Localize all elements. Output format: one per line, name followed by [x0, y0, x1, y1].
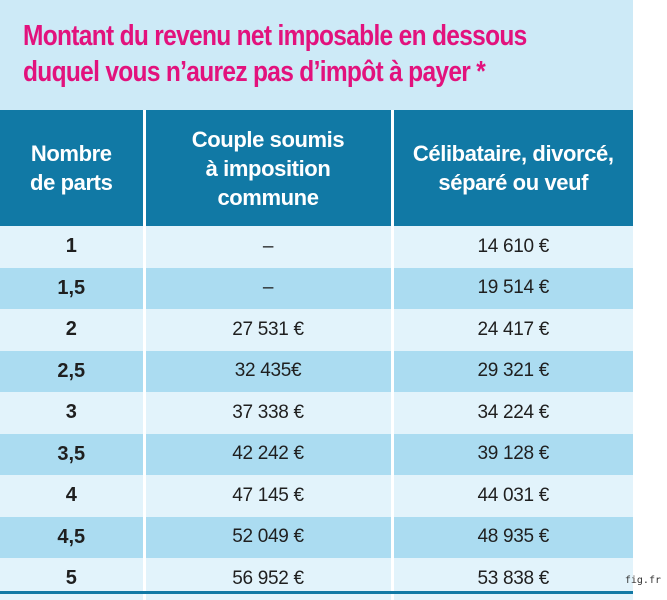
cell-parts: 1,5 [0, 267, 144, 309]
cell-single: 39 128 € [390, 433, 633, 475]
table-row: 1,5 – 19 514 € [0, 267, 633, 309]
cell-couple: 42 242 € [142, 433, 392, 475]
header-parts-line: de parts [30, 170, 113, 195]
header-couple-line: Couple soumis [191, 126, 345, 152]
cell-couple: 47 145 € [142, 475, 392, 517]
cell-parts: 1 [0, 226, 144, 268]
cell-couple: 32 435€ [142, 350, 392, 392]
table-row: 4 47 145 € 44 031 € [0, 475, 633, 517]
header-couple-line: commune [217, 184, 319, 210]
header-couple: Couple soumis à imposition commune [142, 110, 392, 226]
table-row: 3 37 338 € 34 224 € [0, 392, 633, 434]
header-couple-line: à imposition [205, 155, 331, 181]
cell-single: 19 514 € [390, 267, 633, 309]
header-single: Célibataire, divorcé, séparé ou veuf [390, 110, 633, 226]
bottom-rule [0, 591, 633, 594]
cell-parts: 3 [0, 392, 144, 434]
header-single-line: Célibataire, divorcé, [412, 141, 614, 166]
cell-couple: 52 049 € [142, 516, 392, 558]
title-line-1: Montant du revenu net imposable en desso… [23, 20, 527, 52]
cell-parts: 4 [0, 475, 144, 517]
header-single-line: séparé ou veuf [438, 170, 589, 195]
table-header-row: Nombre de parts Couple soumis à impositi… [0, 110, 633, 226]
cell-parts: 3,5 [0, 433, 144, 475]
cell-couple: 37 338 € [142, 392, 392, 434]
cell-parts: 4,5 [0, 516, 144, 558]
source-credit: fig.fr [624, 575, 661, 586]
cell-parts: 2 [0, 309, 144, 351]
page-title: Montant du revenu net imposable en desso… [23, 18, 548, 90]
title-line-2: duquel vous n’aurez pas d’impôt à payer … [23, 56, 486, 88]
table-row: 3,5 42 242 € 39 128 € [0, 433, 633, 475]
income-threshold-table: Nombre de parts Couple soumis à impositi… [0, 110, 633, 600]
cell-single: 34 224 € [390, 392, 633, 434]
table-row: 4,5 52 049 € 48 935 € [0, 516, 633, 558]
cell-couple: 27 531 € [142, 309, 392, 351]
cell-single: 48 935 € [390, 516, 633, 558]
cell-single: 44 031 € [390, 475, 633, 517]
cell-single: 29 321 € [390, 350, 633, 392]
cell-couple: – [142, 226, 392, 268]
header-parts: Nombre de parts [0, 110, 144, 226]
cell-parts: 2,5 [0, 350, 144, 392]
table-row: 1 – 14 610 € [0, 226, 633, 268]
cell-single: 24 417 € [390, 309, 633, 351]
cell-couple: – [142, 267, 392, 309]
header-parts-line: Nombre [30, 141, 112, 166]
cell-single: 14 610 € [390, 226, 633, 268]
infographic-panel: Montant du revenu net imposable en desso… [0, 0, 633, 600]
table-row: 2 27 531 € 24 417 € [0, 309, 633, 351]
table-row: 2,5 32 435€ 29 321 € [0, 350, 633, 392]
